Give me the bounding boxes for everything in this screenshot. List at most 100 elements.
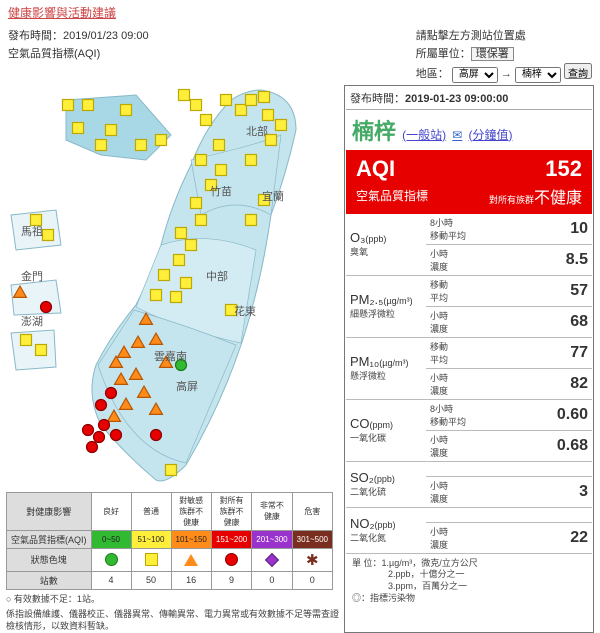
map-station-marker[interactable] [159, 269, 170, 280]
legend-row-header: 狀態色塊 [7, 548, 92, 571]
legend-cell: 9 [211, 571, 251, 589]
pollutant-value: 57 [548, 275, 592, 306]
region-select[interactable]: 高屏 [452, 67, 498, 83]
legend-cell: 151~200 [211, 530, 251, 548]
map-station-marker[interactable] [94, 431, 105, 442]
map-station-marker[interactable] [63, 99, 74, 110]
legend-row-header: 空氣品質指標(AQI) [7, 530, 92, 548]
region-label: 馬祖 [21, 224, 43, 238]
map-footnote-1: ○ 有效數據不足：1站。 [6, 594, 344, 606]
map-station-marker[interactable] [83, 99, 94, 110]
taiwan-map[interactable]: 北部竹苗宜蘭馬祖金門中部花東澎湖雲嘉南高屏 [6, 85, 331, 490]
detail-time: 2019-01-23 09:00:00 [405, 93, 508, 105]
legend-cell: 101~150 [171, 530, 211, 548]
legend-row-header: 對健康影響 [7, 492, 92, 530]
map-station-marker[interactable] [216, 164, 227, 175]
publish-label: 發布時間： [8, 30, 63, 42]
aqi-value: 152 [456, 156, 582, 182]
query-button[interactable]: 查詢 [564, 63, 592, 79]
minute-value-link[interactable]: (分鐘值) [468, 128, 512, 142]
station-name: 楠梓 [352, 119, 396, 144]
region-label: 花東 [234, 305, 256, 318]
map-station-marker[interactable] [111, 429, 122, 440]
map-station-marker[interactable] [196, 154, 207, 165]
map-station-marker[interactable] [176, 227, 187, 238]
map-station-marker[interactable] [214, 139, 225, 150]
pollutant-metric: 小時濃度 [426, 244, 548, 275]
map-station-marker[interactable] [21, 334, 32, 345]
map-station-marker[interactable] [73, 122, 84, 133]
map-instruction: 請點擊左方測站位置處 [416, 27, 592, 43]
map-station-marker[interactable] [246, 214, 257, 225]
pollutant-zh: 一氧化碳 [350, 431, 422, 444]
map-station-marker[interactable] [136, 139, 147, 150]
map-station-marker[interactable] [174, 254, 185, 265]
map-station-marker[interactable] [87, 441, 98, 452]
map-station-marker[interactable] [166, 464, 177, 475]
station-select[interactable]: 楠梓 [515, 67, 561, 83]
map-station-marker[interactable] [41, 301, 52, 312]
aqi-health: 不健康 [534, 190, 582, 207]
map-station-marker[interactable] [221, 94, 232, 105]
region-label: 高屏 [176, 379, 198, 393]
region-label: 雲嘉南 [154, 349, 187, 363]
map-station-marker[interactable] [186, 239, 197, 250]
agency-label: 所屬單位： [416, 48, 471, 60]
legend-cell: 0~50 [91, 530, 131, 548]
legend-cell: 201~300 [252, 530, 292, 548]
pollutant-name: O₃(ppb) [350, 230, 422, 246]
map-station-marker[interactable] [201, 114, 212, 125]
pollutant-value: 0.68 [548, 430, 592, 461]
legend-cell: 非常不健康 [252, 492, 292, 530]
map-station-marker[interactable] [96, 139, 107, 150]
map-station-marker[interactable] [171, 291, 182, 302]
map-station-marker[interactable] [196, 214, 207, 225]
map-station-marker[interactable] [156, 134, 167, 145]
map-station-marker[interactable] [191, 99, 202, 110]
health-advice-link[interactable]: 健康影響與活動建議 [0, 0, 600, 25]
station-detail-panel: 發布時間：2019-01-23 09:00:00 楠梓 (一般站) ✉ (分鐘值… [344, 85, 594, 633]
map-station-marker[interactable] [181, 277, 192, 288]
map-station-marker[interactable] [236, 104, 247, 115]
aqi-label: AQI [356, 156, 454, 182]
map-station-marker[interactable] [246, 154, 257, 165]
map-station-marker[interactable] [31, 214, 42, 225]
pollutant-metric: 小時濃度 [426, 430, 548, 461]
map-station-marker[interactable] [121, 104, 132, 115]
publish-time: 2019/01/23 09:00 [63, 30, 149, 42]
map-station-marker[interactable] [106, 124, 117, 135]
map-station-marker[interactable] [276, 119, 287, 130]
legend-cell [252, 548, 292, 571]
map-station-marker[interactable] [246, 94, 257, 105]
map-station-marker[interactable] [191, 197, 202, 208]
map-station-marker[interactable] [43, 229, 54, 240]
pollutant-zh: 懸浮微粒 [350, 369, 422, 382]
legend-cell: 50 [131, 571, 171, 589]
aqi-summary-box: AQI 152 空氣品質指標 對所有族群不健康 [346, 150, 592, 214]
pollutant-metric: 小時濃度 [426, 306, 548, 337]
map-station-marker[interactable] [151, 289, 162, 300]
pollutant-metric: 移動平均 [426, 337, 548, 368]
pollutant-metric [426, 461, 548, 476]
pollutant-value: 10 [548, 214, 592, 245]
pollutant-metric: 移動平均 [426, 275, 548, 306]
unit-notes: 單 位：1.µg/m³，微克/立方公尺 2.ppb，十億分之一 3.ppm，百萬… [346, 554, 592, 609]
pollutant-value: 77 [548, 337, 592, 368]
map-station-marker[interactable] [106, 387, 117, 398]
map-station-marker[interactable] [36, 344, 47, 355]
pollutant-metric [426, 507, 548, 522]
unit-note-line: 單 位：1.µg/m³，微克/立方公尺 [352, 558, 586, 570]
map-station-marker[interactable] [179, 89, 190, 100]
pollutant-zh: 二氧化硫 [350, 485, 422, 498]
map-station-marker[interactable] [96, 399, 107, 410]
map-station-marker[interactable] [263, 109, 274, 120]
legend-cell: 301~500 [292, 530, 332, 548]
station-type-link[interactable]: (一般站) [402, 128, 446, 142]
map-station-marker[interactable] [259, 91, 270, 102]
map-station-marker[interactable] [151, 429, 162, 440]
map-station-marker[interactable] [99, 419, 110, 430]
map-station-marker[interactable] [83, 424, 94, 435]
pollutant-value [548, 461, 592, 476]
legend-cell: 16 [171, 571, 211, 589]
pollutant-value: 3 [548, 476, 592, 507]
